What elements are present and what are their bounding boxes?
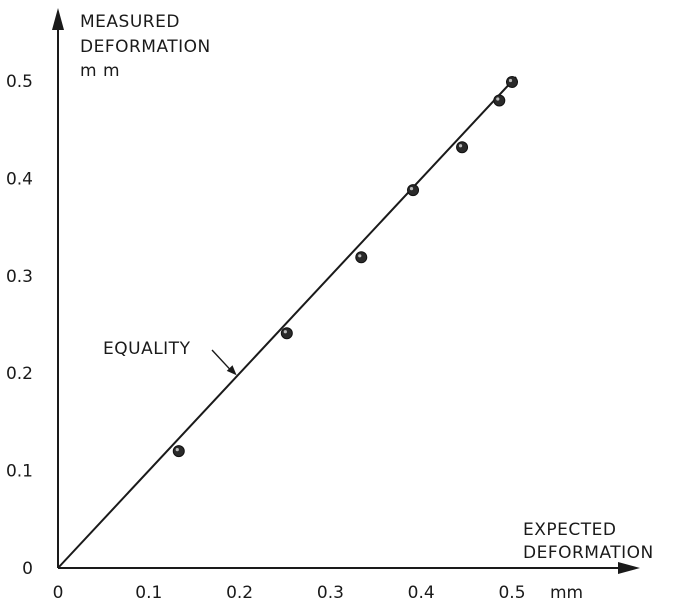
x-tick-label: 0.5: [498, 583, 525, 603]
x-axis-unit: mm: [550, 583, 583, 603]
equality-label-arrowhead: [226, 365, 237, 376]
x-tick-label: 0.2: [226, 583, 253, 603]
data-point: [456, 141, 469, 154]
equality-label: EQUALITY: [103, 339, 191, 359]
y-axis-title-line-3: m m: [80, 61, 120, 81]
x-tick-label: 0.4: [408, 583, 435, 603]
x-tick-label: 0: [53, 583, 64, 603]
data-point: [172, 445, 185, 458]
data-point-highlight: [458, 144, 463, 148]
data-point-highlight: [175, 448, 179, 452]
data-point-highlight: [508, 78, 513, 83]
x-tick-label: 0.1: [135, 583, 162, 603]
data-points: [172, 75, 518, 458]
y-tick-label: 0.1: [6, 462, 33, 482]
data-point-highlight: [358, 254, 362, 258]
x-axis-title-line-2: DEFORMATION: [523, 543, 654, 563]
y-tick-labels: 0 0.1 0.2 0.3 0.4 0.5: [6, 72, 33, 579]
data-point-highlight: [283, 330, 287, 334]
data-point-highlight: [409, 186, 414, 191]
equality-line: [57, 76, 517, 569]
data-point: [493, 94, 506, 107]
data-point: [506, 75, 518, 88]
y-tick-label: 0.5: [6, 72, 33, 92]
y-tick-label: 0.3: [6, 267, 33, 287]
y-axis-title-line-2: DEFORMATION: [80, 37, 211, 57]
y-tick-label: 0.4: [6, 169, 33, 189]
data-point: [407, 184, 420, 197]
x-axis-arrow: [618, 562, 640, 574]
x-axis-title-line-1: EXPECTED: [523, 520, 616, 540]
y-tick-label: 0.2: [6, 364, 33, 384]
data-point-highlight: [496, 97, 500, 101]
data-point: [355, 251, 368, 264]
y-axis-arrow: [52, 8, 64, 30]
data-point: [280, 327, 293, 340]
x-tick-label: 0.3: [317, 583, 344, 603]
x-tick-labels: 0 0.1 0.2 0.3 0.4 0.5: [53, 583, 526, 603]
y-tick-label: 0: [22, 559, 33, 579]
y-axis-title-line-1: MEASURED: [80, 12, 180, 32]
